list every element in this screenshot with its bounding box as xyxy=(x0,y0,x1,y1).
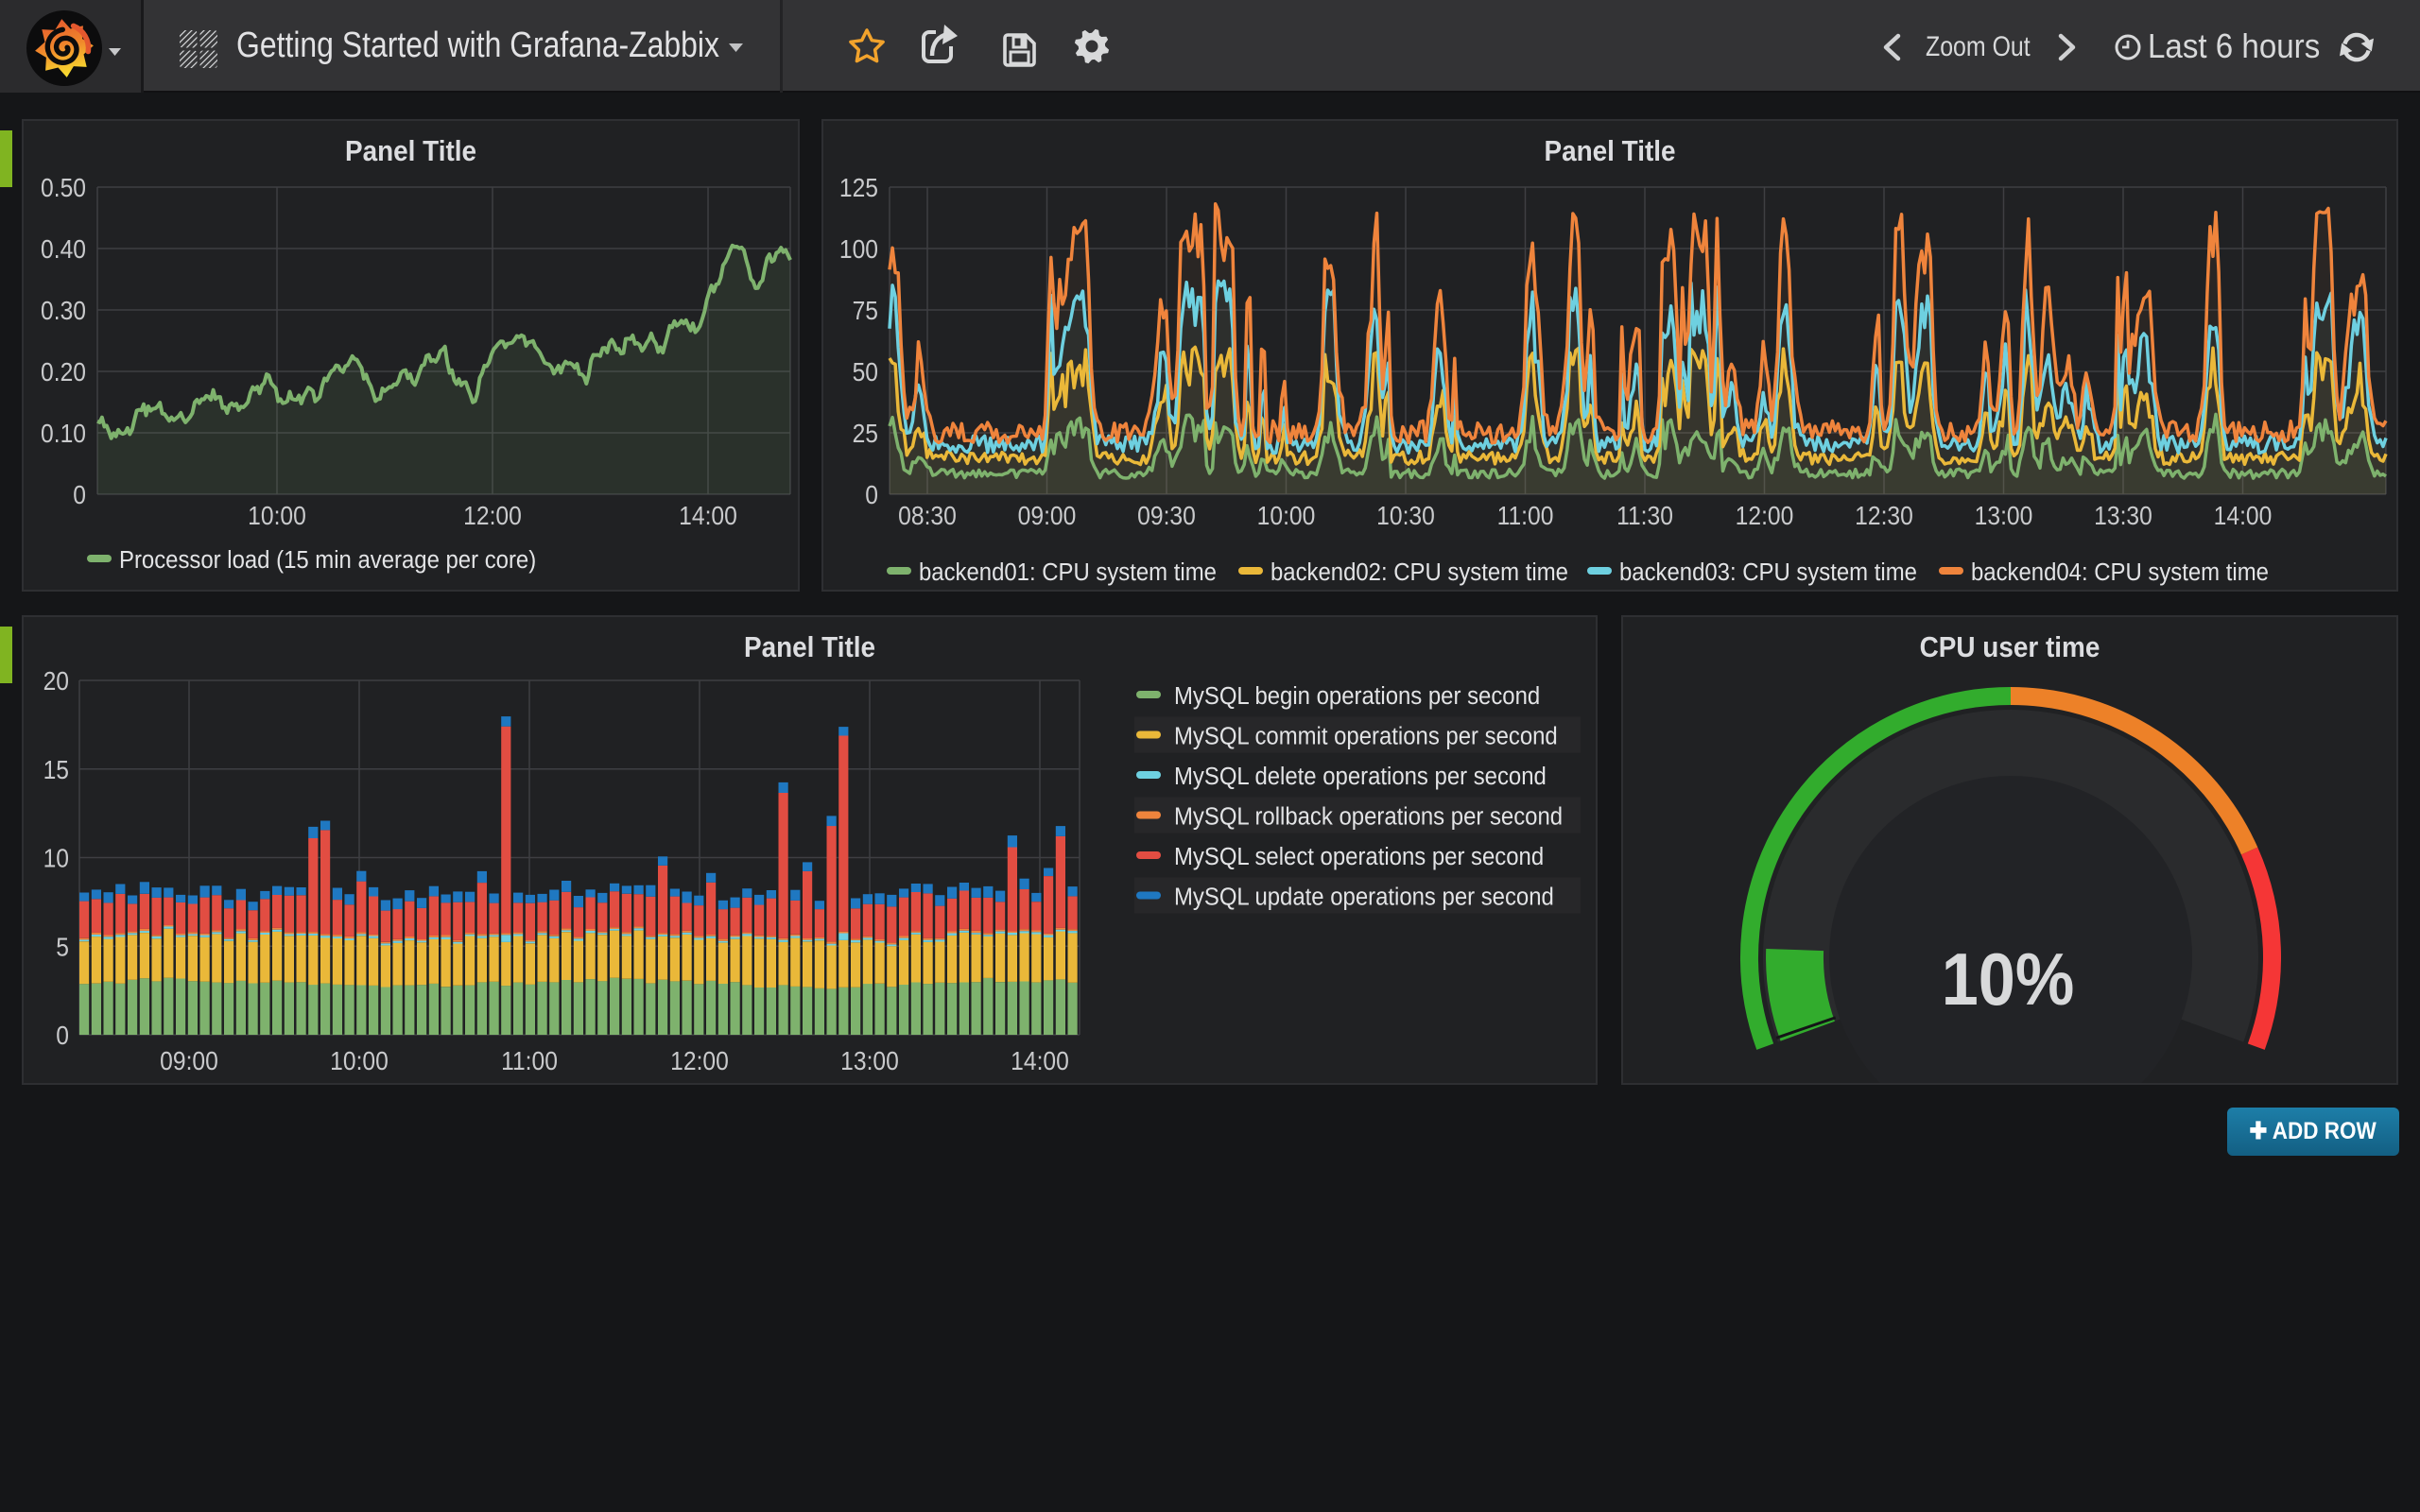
svg-text:125: 125 xyxy=(839,173,878,203)
svg-text:backend01: CPU system time: backend01: CPU system time xyxy=(919,558,1217,586)
svg-text:09:00: 09:00 xyxy=(160,1046,218,1076)
svg-text:12:30: 12:30 xyxy=(1855,501,1913,531)
svg-text:0: 0 xyxy=(73,480,86,510)
svg-text:10:00: 10:00 xyxy=(248,501,306,531)
svg-text:09:30: 09:30 xyxy=(1137,501,1196,531)
svg-text:13:00: 13:00 xyxy=(840,1046,899,1076)
svg-text:75: 75 xyxy=(853,296,878,326)
svg-text:MySQL rollback operations per: MySQL rollback operations per second xyxy=(1174,803,1563,831)
svg-text:12:00: 12:00 xyxy=(1736,501,1794,531)
svg-text:0.50: 0.50 xyxy=(41,173,86,203)
svg-text:MySQL commit operations per se: MySQL commit operations per second xyxy=(1174,723,1558,750)
svg-text:MySQL begin operations per sec: MySQL begin operations per second xyxy=(1174,682,1540,710)
svg-text:09:00: 09:00 xyxy=(1018,501,1077,531)
svg-text:08:30: 08:30 xyxy=(898,501,957,531)
svg-text:50: 50 xyxy=(853,357,878,387)
svg-text:10:00: 10:00 xyxy=(1257,501,1316,531)
svg-text:13:00: 13:00 xyxy=(1975,501,2033,531)
svg-text:backend04: CPU system time: backend04: CPU system time xyxy=(1971,558,2269,586)
svg-text:MySQL update operations per se: MySQL update operations per second xyxy=(1174,884,1554,911)
svg-text:25: 25 xyxy=(853,419,878,449)
svg-text:5: 5 xyxy=(56,932,69,962)
svg-text:0.30: 0.30 xyxy=(41,296,86,326)
svg-text:0: 0 xyxy=(865,480,878,510)
svg-text:10:30: 10:30 xyxy=(1376,501,1435,531)
svg-text:0.20: 0.20 xyxy=(41,357,86,387)
svg-text:14:00: 14:00 xyxy=(679,501,737,531)
svg-text:backend03: CPU system time: backend03: CPU system time xyxy=(1619,558,1917,586)
svg-text:10: 10 xyxy=(43,843,69,873)
svg-text:10:00: 10:00 xyxy=(330,1046,389,1076)
svg-text:MySQL delete operations per se: MySQL delete operations per second xyxy=(1174,763,1547,790)
svg-text:Processor load (15 min average: Processor load (15 min average per core) xyxy=(119,546,536,574)
svg-text:13:30: 13:30 xyxy=(2094,501,2152,531)
svg-text:12:00: 12:00 xyxy=(463,501,522,531)
svg-text:20: 20 xyxy=(43,666,69,696)
svg-text:12:00: 12:00 xyxy=(670,1046,729,1076)
svg-text:14:00: 14:00 xyxy=(2214,501,2273,531)
svg-text:14:00: 14:00 xyxy=(1011,1046,1069,1076)
svg-text:11:00: 11:00 xyxy=(501,1046,558,1076)
svg-text:0: 0 xyxy=(56,1021,69,1051)
svg-text:0.40: 0.40 xyxy=(41,234,86,265)
svg-text:100: 100 xyxy=(839,234,878,265)
svg-text:backend02: CPU system time: backend02: CPU system time xyxy=(1270,558,1568,586)
svg-text:0.10: 0.10 xyxy=(41,419,86,449)
svg-text:10%: 10% xyxy=(1942,938,2074,1021)
svg-text:15: 15 xyxy=(43,754,69,784)
svg-text:11:30: 11:30 xyxy=(1616,501,1673,531)
svg-text:11:00: 11:00 xyxy=(1497,501,1554,531)
svg-text:MySQL select operations per se: MySQL select operations per second xyxy=(1174,843,1544,870)
